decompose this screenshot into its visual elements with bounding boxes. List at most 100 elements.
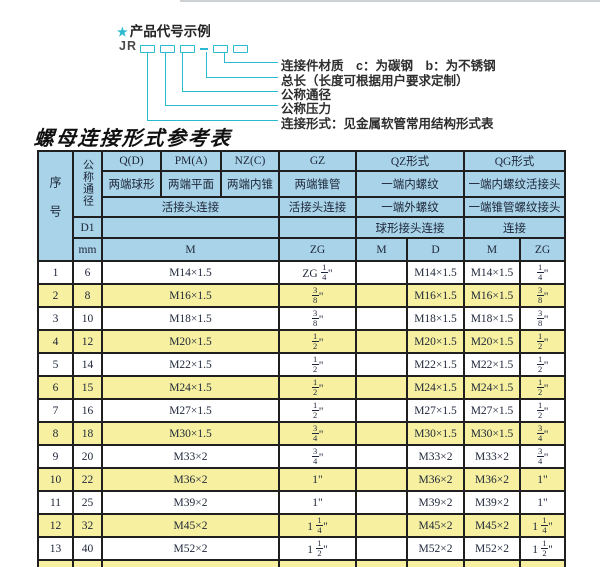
cell-m: M27×1.5 <box>101 398 280 423</box>
header-empty-cell <box>101 216 280 239</box>
header-qd-desc: 两端球形 <box>101 170 162 198</box>
cell-qg_m: M39×2 <box>463 490 521 515</box>
header-col-qz: QZ形式 <box>355 150 465 172</box>
table-row: 1450M64×22"M64×2M64×22" <box>37 559 566 567</box>
cell-qz_m <box>355 398 408 423</box>
code-box-icon <box>180 45 195 53</box>
cell-qg_zg: 2" <box>519 559 566 567</box>
cell-qg_m: M45×2 <box>463 513 521 538</box>
cell-qz_d: M30×1.5 <box>406 421 465 446</box>
cell-no: 10 <box>37 467 74 492</box>
cell-qz_d: M52×2 <box>406 536 465 561</box>
cell-qg_m: M52×2 <box>463 536 521 561</box>
cell-qg_zg: 1 1 4 " <box>519 513 566 538</box>
cell-m: M16×1.5 <box>101 283 280 308</box>
table-row: 5 14 M22×1.5 1 2 " M22×1.5 M22×1.5 1 2 " <box>37 352 566 377</box>
cell-mm: 14 <box>72 352 103 377</box>
header-col-qd: Q(D) <box>101 150 162 172</box>
header-col-pm: PM(A) <box>160 150 222 172</box>
cell-mm: 12 <box>72 329 103 354</box>
cell-qz_m <box>355 329 408 354</box>
cell-no: 14 <box>37 559 74 567</box>
cell-mm: 16 <box>72 398 103 423</box>
header-union-conn: 活接头连接 <box>101 196 280 218</box>
cell-qg_m: M24×1.5 <box>463 375 521 400</box>
header-qz-d-label: D <box>406 237 465 262</box>
cell-mm: 32 <box>72 513 103 538</box>
cell-qg_m: M27×1.5 <box>463 398 521 423</box>
cell-zg: ZG 1 4 " <box>278 260 357 285</box>
table-row: 13 40 M52×2 1 1 2 " M52×2 M52×2 1 1 2 " <box>37 536 566 561</box>
cell-zg: 1 2 " <box>278 375 357 400</box>
cell-no: 13 <box>37 536 74 561</box>
header-m-label: M <box>101 237 280 262</box>
cell-zg: 1 2 " <box>278 352 357 377</box>
cell-qg_m: M20×1.5 <box>463 329 521 354</box>
cell-qg_m: M33×2 <box>463 444 521 469</box>
cell-qg_zg: 3 4 " <box>519 444 566 469</box>
header-nz-desc: 两端内锥 <box>220 170 280 198</box>
cell-zg: 1 2 " <box>278 329 357 354</box>
cell-m: M22×1.5 <box>101 352 280 377</box>
cell-qz_m <box>355 306 408 331</box>
cell-qz_d: M22×1.5 <box>406 352 465 377</box>
table-row: 3 10 M18×1.5 3 8 " M18×1.5 M18×1.5 3 8 " <box>37 306 566 331</box>
cell-qz_m <box>355 421 408 446</box>
cell-qg_m: M36×2 <box>463 467 521 492</box>
cell-no: 3 <box>37 306 74 331</box>
header-qg-desc1: 一端内螺纹活接头 <box>463 170 566 198</box>
cell-qz_d: M27×1.5 <box>406 398 465 423</box>
header-qz-desc1: 一端内螺纹 <box>355 170 465 198</box>
cell-zg: 3 4 " <box>278 421 357 446</box>
diagram-title-text: 产品代号示例 <box>129 24 211 39</box>
header-seq: 序号 <box>37 150 74 262</box>
code-box-icon <box>233 45 248 53</box>
cell-qz_d: M39×2 <box>406 490 465 515</box>
cell-qz_d: M24×1.5 <box>406 375 465 400</box>
cell-zg: 3 8 " <box>278 306 357 331</box>
nut-connection-table: 序号 公称通径 Q(D) PM(A) NZ(C) GZ QZ形式 QG形式 两端… <box>37 150 566 567</box>
cell-qz_m <box>355 559 408 567</box>
cell-m: M39×2 <box>101 490 280 515</box>
cell-qg_zg: 1 4 " <box>519 260 566 285</box>
cell-qz_d: M20×1.5 <box>406 329 465 354</box>
cell-mm: 6 <box>72 260 103 285</box>
cell-qg_m: M14×1.5 <box>463 260 521 285</box>
table-header: 序号 公称通径 Q(D) PM(A) NZ(C) GZ QZ形式 QG形式 两端… <box>37 150 566 262</box>
cell-mm: 22 <box>72 467 103 492</box>
cell-qg_zg: 1 2 " <box>519 329 566 354</box>
header-col-nz: NZ(C) <box>220 150 280 172</box>
cell-zg: 1" <box>278 490 357 515</box>
cell-no: 6 <box>37 375 74 400</box>
header-qg-zg-label: ZG <box>519 237 566 262</box>
table-title: 螺母连接形式参考表 <box>33 128 233 150</box>
cell-qz_m <box>355 467 408 492</box>
cell-mm: 10 <box>72 306 103 331</box>
header-gz-desc: 两端锥管 <box>278 170 357 198</box>
cell-qz_d: M18×1.5 <box>406 306 465 331</box>
table-row: 2 8 M16×1.5 3 8 " M16×1.5 M16×1.5 3 8 " <box>37 283 566 308</box>
table-row: 4 12 M20×1.5 1 2 " M20×1.5 M20×1.5 1 2 " <box>37 329 566 354</box>
header-qz-conn: 球形接头连接 <box>355 216 465 239</box>
cell-m: M30×1.5 <box>101 421 280 446</box>
header-empty-cell <box>278 216 357 239</box>
cell-mm: 15 <box>72 375 103 400</box>
header-d1: D1 <box>72 216 103 239</box>
header-diameter: 公称通径 <box>72 150 103 218</box>
table-body: 1 6 M14×1.5 ZG 1 4 " M14×1.5 M14×1.5 1 4 " 2 8 M16×1.… <box>37 260 566 567</box>
cell-qg_m: M30×1.5 <box>463 421 521 446</box>
cell-zg: 1 1 2 " <box>278 536 357 561</box>
cell-qz_d: M33×2 <box>406 444 465 469</box>
table-row: 8 18 M30×1.5 3 4 " M30×1.5 M30×1.5 3 4 " <box>37 421 566 446</box>
cell-qg_zg: 1" <box>519 490 566 515</box>
header-col-qg: QG形式 <box>463 150 566 172</box>
diagram-label-material: 连接件材质 c：为碳钢 b：为不锈钢 <box>281 59 496 73</box>
